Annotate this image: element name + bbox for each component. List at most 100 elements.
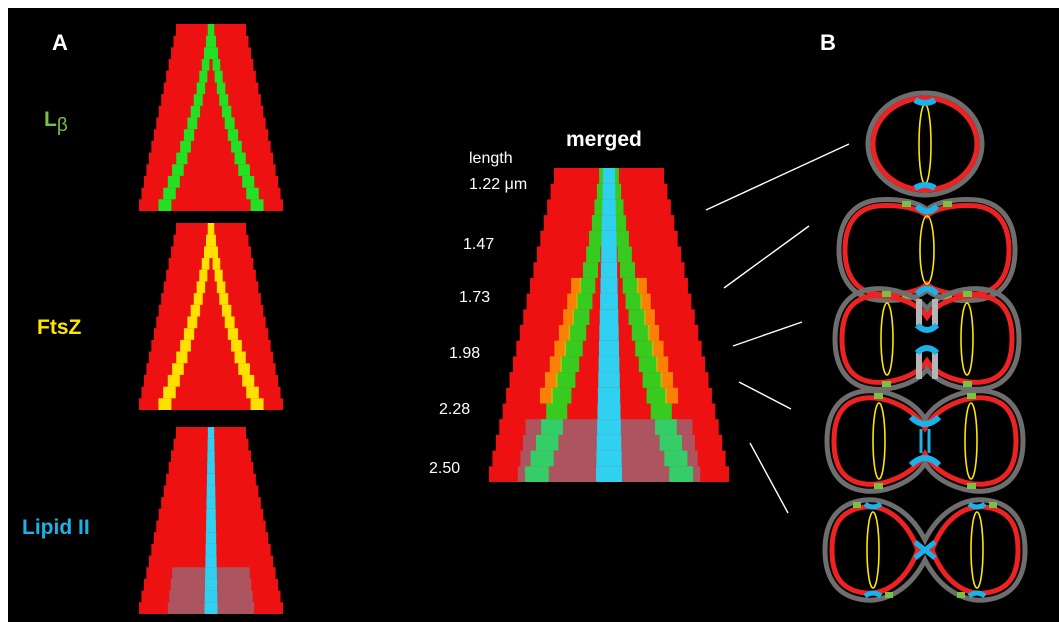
cell-membrane-right bbox=[929, 504, 1021, 596]
ftsz-ring bbox=[970, 511, 984, 589]
signal-band bbox=[207, 427, 215, 440]
signal-green bbox=[564, 340, 583, 357]
signal-band bbox=[238, 164, 250, 177]
septum-top bbox=[914, 203, 940, 215]
signal-band bbox=[196, 281, 206, 294]
lbeta-mark bbox=[882, 381, 891, 387]
signal-cyan bbox=[597, 387, 621, 404]
signal-band bbox=[219, 293, 229, 306]
signal-band bbox=[204, 590, 218, 603]
signal-yellow bbox=[644, 309, 655, 326]
lbeta-mark bbox=[902, 201, 911, 207]
lbeta-mark bbox=[874, 393, 883, 399]
signal-yellow bbox=[554, 340, 567, 357]
cell-stage-4 bbox=[824, 388, 1026, 494]
signal-green bbox=[525, 466, 549, 482]
septum-bottom bbox=[913, 182, 937, 191]
kymograph-row bbox=[139, 398, 283, 410]
signal-band bbox=[193, 293, 203, 306]
length-label-2: 1.47 bbox=[463, 236, 495, 253]
label-lbeta: Lβ bbox=[44, 108, 68, 136]
signal-band bbox=[206, 508, 216, 521]
signal-green bbox=[655, 419, 677, 436]
signal-green bbox=[555, 372, 576, 389]
kymograph-row bbox=[163, 281, 259, 294]
signal-cyan bbox=[598, 372, 620, 389]
signal-band bbox=[203, 47, 212, 60]
cell-division-diagrams bbox=[822, 90, 1028, 603]
signal-cyan-split bbox=[517, 466, 701, 482]
signal-band bbox=[250, 398, 264, 410]
septum-top bbox=[913, 97, 937, 106]
signal-band bbox=[234, 351, 246, 364]
cell-membrane bbox=[839, 293, 1015, 385]
ftsz-ring bbox=[960, 302, 974, 376]
connector-line-2 bbox=[723, 225, 810, 289]
signal-yellow bbox=[656, 356, 669, 373]
signal-yellow bbox=[539, 387, 553, 404]
kymograph-lbeta bbox=[139, 24, 283, 211]
signal-yellow bbox=[665, 387, 679, 404]
signal-green bbox=[664, 450, 688, 467]
length-label-6: 2.50 bbox=[429, 460, 461, 477]
ftsz-ring bbox=[964, 402, 978, 480]
signal-green bbox=[650, 403, 672, 420]
signal-band bbox=[206, 473, 216, 486]
signal-yellow bbox=[563, 309, 574, 326]
lbeta-mark bbox=[967, 483, 976, 489]
signal-cyan bbox=[600, 262, 618, 279]
kymograph-row bbox=[156, 117, 266, 130]
signal-band bbox=[201, 258, 210, 271]
signal-band bbox=[158, 199, 172, 211]
kymograph-row bbox=[158, 105, 264, 118]
signal-band bbox=[172, 363, 184, 376]
signal-split bbox=[169, 590, 253, 603]
septum-center bbox=[919, 429, 931, 453]
kymograph-row bbox=[166, 70, 256, 83]
signal-green bbox=[659, 434, 683, 452]
signal-band bbox=[221, 105, 232, 118]
signal-band bbox=[176, 152, 188, 165]
signal-band bbox=[219, 94, 229, 107]
signal-band bbox=[242, 374, 255, 388]
signal-yellow bbox=[571, 277, 582, 295]
signal-green bbox=[631, 325, 650, 342]
signal-green bbox=[546, 403, 568, 420]
signal-band bbox=[250, 199, 264, 211]
cell-membrane bbox=[842, 203, 1012, 297]
signal-cyan bbox=[596, 466, 622, 482]
kymograph-merged bbox=[489, 168, 729, 482]
ftsz-ring bbox=[880, 302, 894, 376]
signal-green bbox=[591, 215, 605, 232]
signal-yellow bbox=[567, 293, 578, 310]
signal-band bbox=[206, 520, 216, 533]
signal-cyan bbox=[599, 325, 619, 342]
septum-top bbox=[914, 322, 940, 333]
signal-band bbox=[242, 175, 255, 189]
signal-green bbox=[572, 309, 590, 326]
kymograph-row bbox=[139, 199, 283, 211]
signal-band bbox=[203, 246, 212, 259]
ftsz-ring bbox=[919, 215, 935, 285]
signal-yellow bbox=[636, 277, 647, 295]
signal-green bbox=[568, 325, 587, 342]
length-header: length bbox=[469, 150, 513, 167]
signal-green bbox=[635, 340, 654, 357]
lbeta-mark bbox=[967, 393, 976, 399]
signal-band bbox=[205, 532, 217, 545]
signal-band bbox=[183, 328, 195, 341]
signal-band bbox=[187, 117, 198, 130]
kymograph-ftsz bbox=[139, 223, 283, 410]
signal-band bbox=[199, 269, 208, 282]
signal-band bbox=[163, 187, 176, 200]
signal-yellow bbox=[660, 372, 674, 389]
signal-band bbox=[205, 555, 217, 568]
label-lbeta-main: L bbox=[44, 108, 57, 131]
signal-band bbox=[167, 175, 180, 189]
signal-band bbox=[224, 117, 235, 130]
signal-cyan bbox=[602, 199, 616, 216]
signal-band bbox=[180, 339, 191, 353]
label-ftsz: FtsZ bbox=[37, 316, 82, 339]
signal-band bbox=[201, 59, 210, 72]
